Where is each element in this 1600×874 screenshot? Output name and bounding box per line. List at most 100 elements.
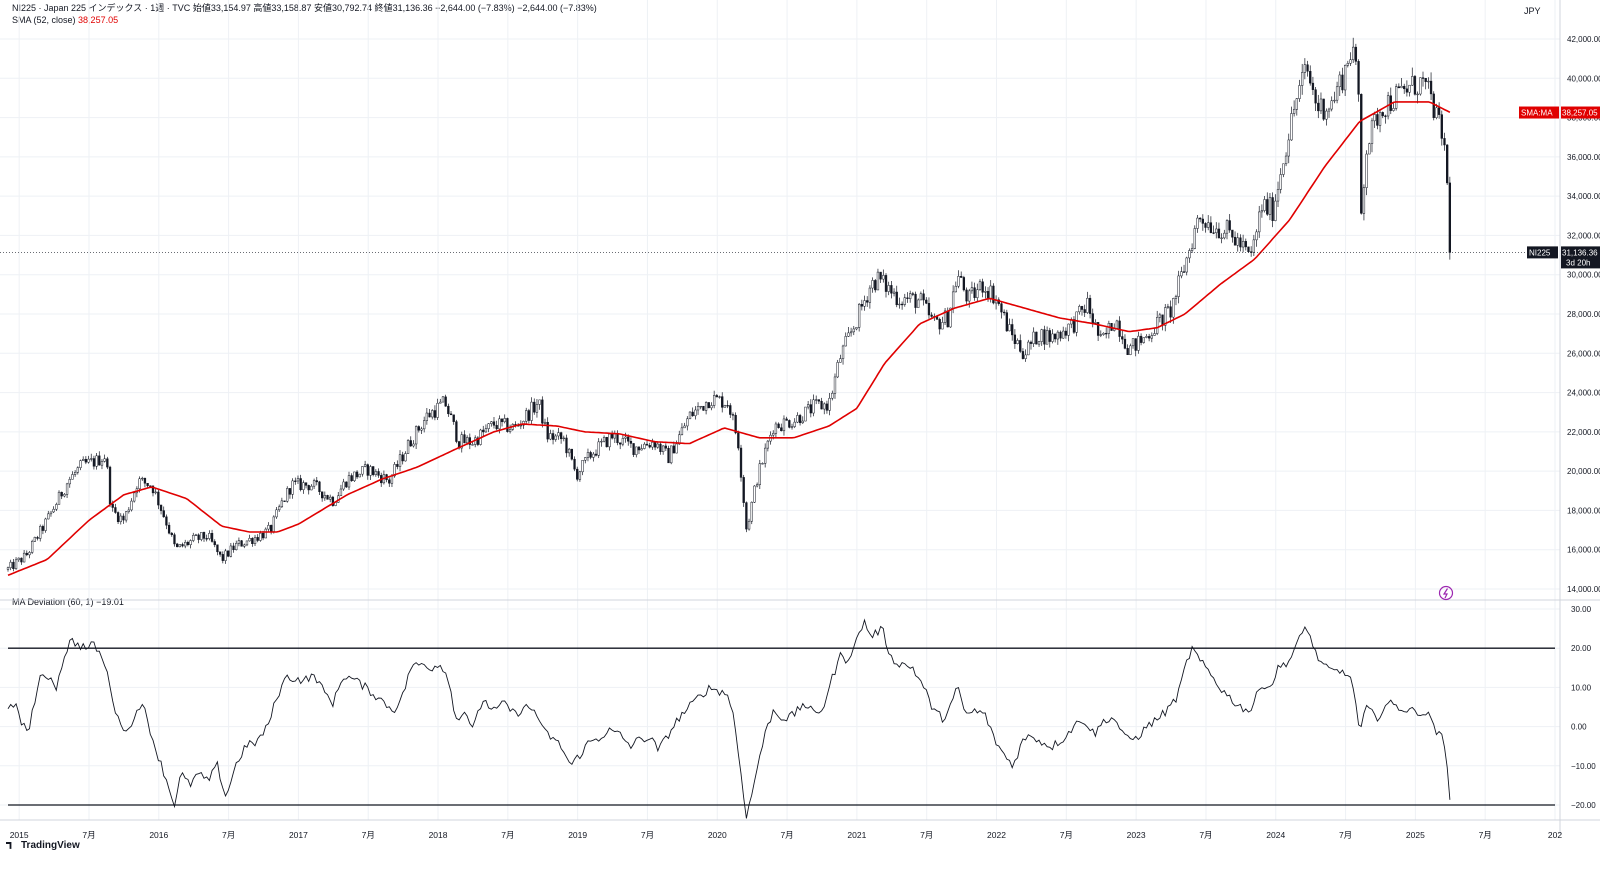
- candle: [820, 397, 823, 410]
- candle: [404, 451, 407, 462]
- candle: [1341, 67, 1344, 94]
- time-axis-label: 2021: [847, 830, 866, 840]
- candle: [1241, 234, 1245, 253]
- candle: [911, 291, 915, 297]
- candle: [425, 408, 429, 425]
- tradingview-logo[interactable]: TradingView: [6, 840, 80, 851]
- candle: [323, 491, 326, 501]
- candle: [1080, 305, 1084, 316]
- candle: [186, 540, 190, 547]
- candle: [796, 412, 799, 424]
- candle: [849, 327, 853, 337]
- candle: [377, 468, 380, 478]
- candle: [162, 506, 165, 518]
- last-price-tag: NI225: [1529, 248, 1551, 257]
- ohlc-close-value: 31,136.36: [392, 3, 433, 13]
- candle: [817, 399, 821, 404]
- candle: [1129, 343, 1132, 356]
- candle: [1360, 93, 1363, 215]
- candle: [492, 417, 496, 429]
- candle: [715, 394, 718, 398]
- candle: [237, 537, 241, 547]
- candle: [347, 471, 351, 491]
- price-axis-label: 22,000.00: [1567, 428, 1600, 437]
- candle: [218, 551, 222, 557]
- candle: [1177, 270, 1180, 304]
- candle: [1448, 176, 1452, 260]
- candle: [900, 301, 904, 310]
- candle: [1287, 133, 1290, 164]
- ma-deviation-value: −19.01: [96, 597, 124, 607]
- candle: [938, 317, 941, 335]
- candle: [1260, 204, 1264, 218]
- candle: [315, 477, 318, 486]
- candle: [688, 411, 692, 420]
- candle: [1013, 329, 1017, 349]
- candle: [452, 414, 455, 425]
- deviation-axis[interactable]: −20.00 −10.00 0.00 10.00 20.00 30.00: [1571, 605, 1596, 810]
- candle: [1032, 327, 1035, 348]
- candle: [127, 507, 130, 514]
- candle: [65, 482, 69, 498]
- candle: [895, 285, 898, 308]
- candle: [576, 466, 579, 482]
- candle: [25, 550, 28, 557]
- time-axis[interactable]: 2015 7月 2016 7月 2017 7月 2018 7月 2019 7月 2020 7月 2021…: [10, 830, 1563, 840]
- candle: [1397, 83, 1400, 89]
- candle: [398, 450, 402, 472]
- ma-deviation-legend[interactable]: MA Deviation (60, 1) −19.01: [12, 596, 124, 608]
- candle: [1282, 163, 1285, 178]
- price-axis[interactable]: 14,000.00 16,000.00 18,000.00 20,000.00 22,0…: [1567, 35, 1600, 594]
- candle: [90, 453, 93, 462]
- candle: [417, 425, 420, 433]
- candle: [1284, 152, 1288, 167]
- candle: [1317, 94, 1320, 119]
- candle: [1292, 100, 1296, 117]
- candle: [608, 432, 611, 451]
- deviation-reference-lines: [8, 647, 1555, 806]
- candle: [1102, 332, 1105, 336]
- candle: [992, 283, 995, 305]
- candle: [63, 493, 66, 498]
- candle: [592, 451, 595, 462]
- tv-logo-text: TradingView: [21, 840, 80, 851]
- candle: [1153, 328, 1156, 336]
- candle: [1392, 102, 1395, 112]
- candle: [686, 416, 689, 431]
- candle: [167, 522, 171, 535]
- candle: [1437, 102, 1441, 119]
- candle: [1276, 181, 1280, 208]
- ohlc-change-2: −2,644.00 (−7.83%): [517, 3, 597, 13]
- price-axis-label: 16,000.00: [1567, 546, 1600, 555]
- candle: [213, 539, 216, 548]
- candle: [661, 445, 665, 455]
- candle: [600, 438, 603, 447]
- candle: [1099, 330, 1102, 338]
- sma-line: [7, 101, 1451, 577]
- candle: [141, 476, 144, 481]
- candle: [659, 442, 662, 455]
- candle: [1429, 72, 1433, 100]
- candle: [1134, 338, 1137, 357]
- candle: [584, 456, 587, 464]
- time-axis-label: 7月: [920, 830, 933, 840]
- candle: [557, 428, 560, 440]
- candle: [578, 470, 582, 482]
- sma-legend[interactable]: SMA (52, close) 38,257.05: [12, 14, 118, 26]
- candle: [1142, 337, 1145, 344]
- ma-deviation-label: MA Deviation (60, 1): [12, 597, 94, 607]
- candle: [39, 524, 42, 542]
- candle: [635, 446, 638, 458]
- candle: [927, 297, 931, 319]
- currency-label[interactable]: JPY: [1524, 6, 1541, 16]
- candle: [1311, 76, 1315, 95]
- candle: [468, 433, 471, 450]
- candle: [299, 474, 302, 492]
- flash-icon[interactable]: [1438, 585, 1454, 601]
- time-axis-label: 2024: [1266, 830, 1285, 840]
- candle: [648, 442, 651, 449]
- candle: [1378, 109, 1382, 133]
- candle: [1043, 325, 1046, 351]
- candle: [33, 536, 37, 542]
